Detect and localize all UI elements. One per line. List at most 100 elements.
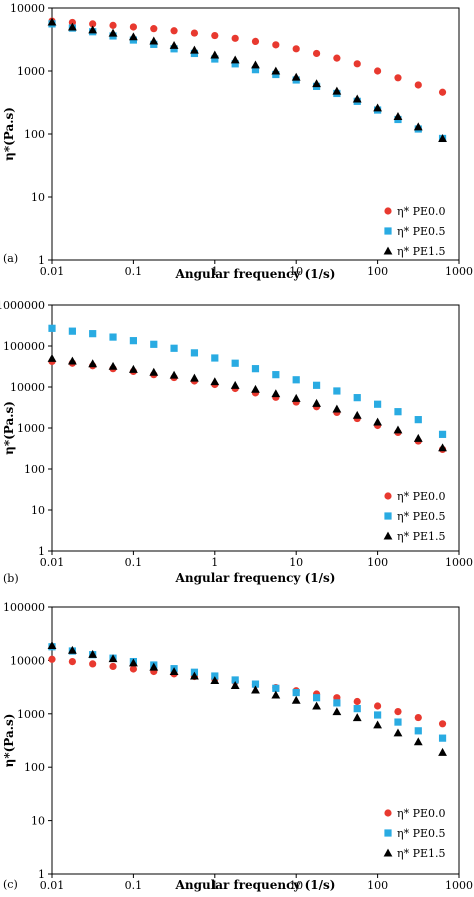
- data-point: [170, 27, 178, 35]
- data-point: [373, 103, 382, 112]
- data-point: [231, 34, 239, 42]
- x-tick-label: 10: [289, 265, 303, 278]
- data-point: [149, 662, 159, 671]
- data-point: [292, 376, 300, 384]
- data-point: [88, 649, 98, 658]
- legend-label: η* PE1.5: [397, 530, 446, 543]
- series-triangle-points: [47, 17, 447, 142]
- data-point: [251, 685, 260, 694]
- data-point: [190, 45, 199, 54]
- legend-marker: [384, 829, 392, 837]
- data-point: [129, 364, 138, 373]
- data-point: [88, 25, 98, 34]
- data-point: [169, 667, 179, 676]
- data-point: [438, 720, 447, 728]
- legend-label: η* PE1.5: [397, 847, 446, 860]
- data-point: [312, 381, 321, 389]
- chart-panel-1: 0.01 0.1 1 10 100 1000 1 10 100 1000 10000 Angular …: [2, 2, 473, 281]
- x-tick-label: 0.1: [125, 556, 143, 569]
- data-point: [374, 400, 382, 408]
- x-tick-label: 0.1: [125, 879, 143, 892]
- data-point: [414, 727, 422, 735]
- data-point: [149, 367, 159, 376]
- data-point: [353, 705, 361, 713]
- data-point: [251, 365, 260, 373]
- data-point: [190, 671, 199, 680]
- data-point: [438, 747, 447, 756]
- data-point: [89, 660, 97, 668]
- data-point: [48, 655, 56, 663]
- data-point: [170, 344, 178, 352]
- series-triangle-points: [47, 641, 447, 756]
- panel-label: (b): [3, 572, 19, 585]
- x-tick-label: 0.1: [125, 265, 143, 278]
- series-circle-points: [48, 655, 447, 728]
- data-point: [271, 690, 281, 699]
- data-point: [251, 680, 260, 688]
- data-point: [438, 443, 447, 452]
- x-tick-label: 1000: [445, 556, 473, 569]
- plot-frame: [51, 606, 460, 875]
- x-tick-label: 1: [211, 879, 218, 892]
- data-point: [353, 697, 361, 706]
- data-point: [413, 737, 423, 746]
- data-point: [352, 94, 362, 103]
- legend-marker: [383, 848, 393, 857]
- data-point: [333, 699, 341, 707]
- data-point: [150, 340, 158, 348]
- data-point: [271, 66, 281, 75]
- legend-label: η* PE0.0: [397, 807, 446, 820]
- panel-label: (a): [3, 252, 18, 265]
- x-tick-label: 1: [211, 265, 218, 278]
- y-tick-label: 1000: [17, 708, 45, 721]
- data-point: [67, 356, 77, 365]
- data-point: [169, 40, 179, 49]
- data-point: [312, 79, 321, 88]
- data-point: [68, 657, 76, 666]
- data-point: [251, 384, 260, 393]
- data-point: [129, 665, 137, 673]
- data-point: [108, 654, 118, 663]
- chart-panel-3: 0.01 0.1 1 10 100 1000 1 10 100 1000 10000 100000 An…: [2, 601, 473, 892]
- x-tick-label: 0.01: [40, 265, 65, 278]
- y-tick-label: 10000: [10, 381, 45, 394]
- data-point: [272, 684, 280, 692]
- data-point: [394, 74, 402, 82]
- data-point: [312, 398, 321, 407]
- x-tick-label: 10: [289, 879, 303, 892]
- legend-label: η* PE0.0: [397, 490, 446, 503]
- y-tick-label: 100: [24, 128, 45, 141]
- data-point: [374, 702, 382, 710]
- legend-marker: [383, 531, 393, 540]
- data-point: [353, 60, 361, 68]
- y-tick-label: 10: [31, 504, 45, 517]
- y-tick-label: 1: [38, 868, 45, 881]
- series-circle-points: [48, 17, 447, 96]
- y-tick-label: 1000: [17, 422, 45, 435]
- data-point: [438, 430, 447, 438]
- series-triangle-points: [47, 353, 447, 452]
- data-point: [272, 41, 280, 49]
- data-point: [68, 18, 76, 27]
- x-axis-title: Angular frequency (1/s): [175, 878, 336, 892]
- data-point: [271, 389, 281, 398]
- panel-label: (c): [3, 878, 18, 891]
- plot-frame: [51, 7, 460, 261]
- data-point: [89, 20, 97, 28]
- data-point: [251, 66, 260, 74]
- y-tick-label: 1000000: [0, 299, 45, 312]
- data-point: [211, 354, 219, 362]
- data-point: [210, 377, 220, 386]
- data-point: [149, 36, 159, 45]
- data-point: [438, 88, 447, 96]
- x-tick-label: 10: [289, 556, 303, 569]
- legend-marker: [384, 492, 392, 500]
- data-point: [109, 333, 117, 341]
- data-point: [129, 337, 137, 345]
- y-tick-label: 1: [38, 545, 45, 558]
- y-tick-label: 100: [24, 463, 45, 476]
- y-tick-label: 10000: [10, 2, 45, 15]
- y-tick-label: 100: [24, 761, 45, 774]
- data-point: [251, 60, 260, 69]
- data-point: [312, 49, 321, 58]
